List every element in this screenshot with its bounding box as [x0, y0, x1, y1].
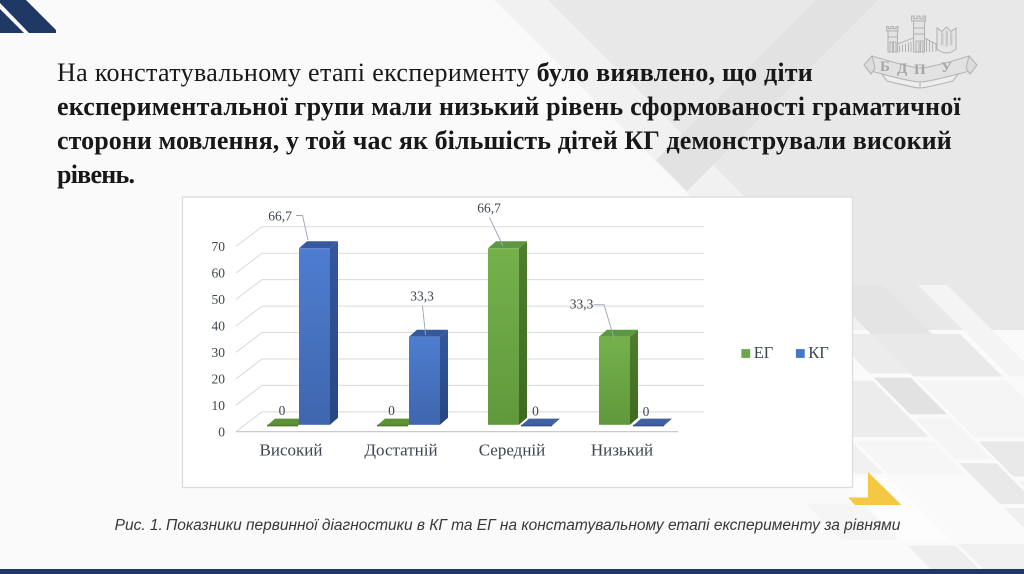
- svg-text:ЕГ: ЕГ: [754, 343, 774, 362]
- svg-text:50: 50: [212, 292, 226, 307]
- svg-text:60: 60: [212, 266, 226, 281]
- svg-text:10: 10: [212, 398, 226, 413]
- svg-text:0: 0: [279, 403, 286, 418]
- svg-text:Високий: Високий: [260, 441, 323, 460]
- svg-text:У: У: [941, 60, 952, 76]
- svg-text:66,7: 66,7: [268, 209, 292, 224]
- svg-text:Низький: Низький: [591, 441, 653, 460]
- svg-text:Достатній: Достатній: [364, 441, 437, 460]
- svg-text:70: 70: [212, 239, 226, 254]
- svg-text:КГ: КГ: [808, 343, 829, 362]
- svg-text:0: 0: [388, 403, 395, 418]
- svg-text:П: П: [914, 62, 926, 78]
- svg-text:0: 0: [218, 424, 225, 439]
- svg-text:66,7: 66,7: [477, 201, 501, 216]
- svg-text:0: 0: [643, 404, 650, 419]
- svg-text:Д: Д: [897, 61, 908, 77]
- svg-text:33,3: 33,3: [410, 288, 434, 303]
- svg-text:0: 0: [532, 404, 539, 419]
- svg-text:Б: Б: [880, 59, 890, 75]
- svg-text:33,3: 33,3: [570, 296, 594, 311]
- svg-text:Середній: Середній: [479, 441, 545, 460]
- svg-text:40: 40: [212, 319, 226, 334]
- svg-text:20: 20: [212, 372, 226, 387]
- svg-text:30: 30: [212, 345, 226, 360]
